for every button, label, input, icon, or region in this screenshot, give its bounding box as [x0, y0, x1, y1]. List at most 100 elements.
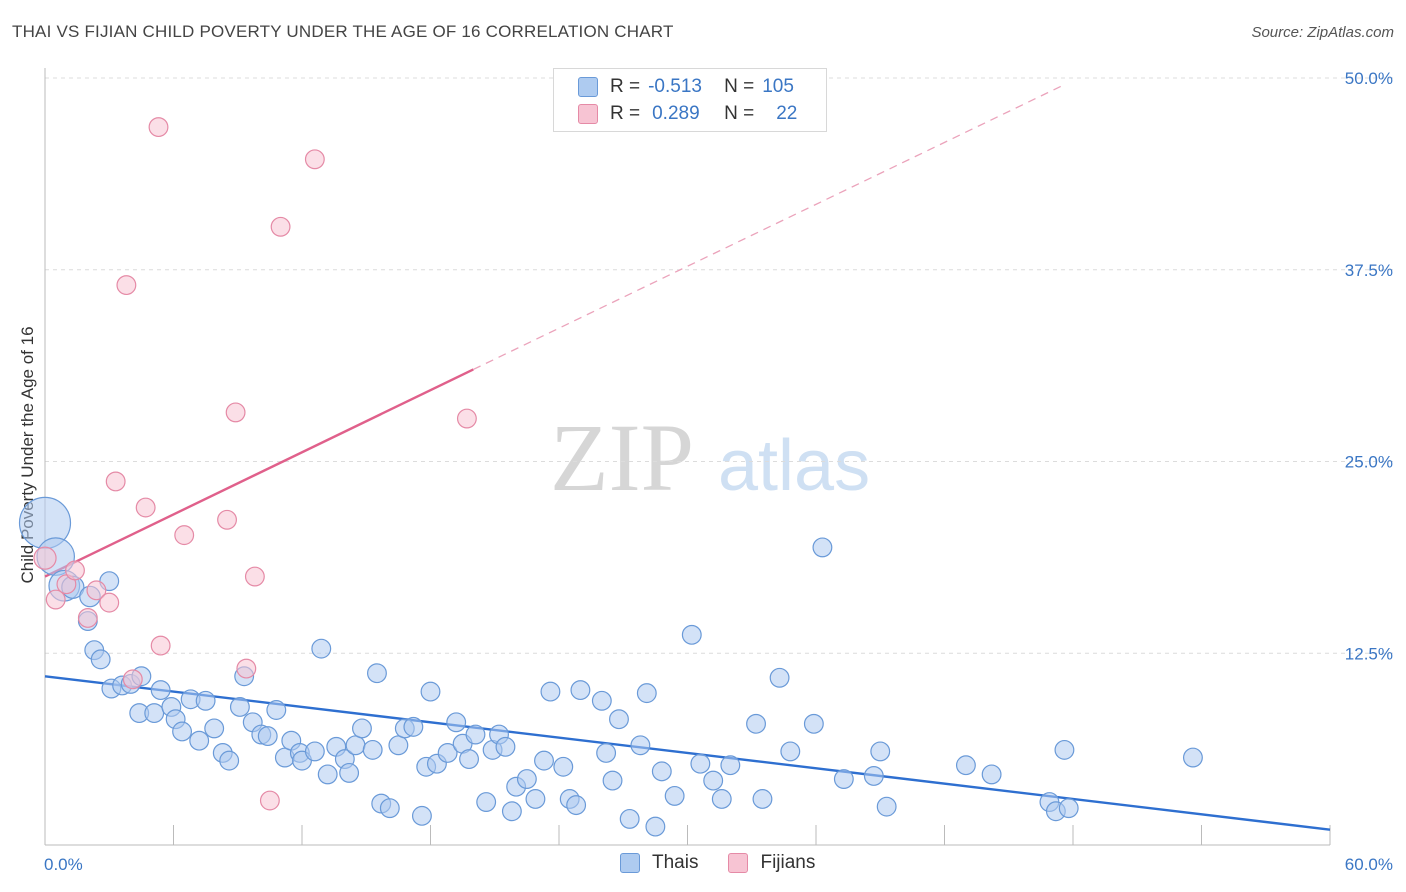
point-thais: [690, 753, 711, 774]
point-thais: [591, 690, 612, 711]
point-fijians: [304, 149, 325, 170]
point-fijians: [150, 635, 171, 656]
watermark-zip: ZIP: [550, 404, 694, 511]
point-thais: [317, 764, 338, 785]
y-tick-label: 25.0%: [1345, 453, 1393, 472]
point-thais: [803, 713, 824, 734]
point-thais: [1054, 739, 1075, 760]
series-legend: Thais Fijians: [620, 852, 845, 874]
point-fijians: [86, 580, 107, 601]
point-thais: [645, 816, 666, 837]
legend-n-label: N =: [724, 103, 755, 124]
point-thais: [379, 798, 400, 819]
point-fijians: [65, 560, 85, 581]
point-fijians: [456, 408, 477, 429]
y-tick-label: 12.5%: [1345, 644, 1393, 663]
watermark-atlas: atlas: [718, 426, 870, 506]
source-credit: Source: ZipAtlas.com: [1251, 24, 1394, 41]
point-thais: [596, 743, 617, 763]
axes: [44, 68, 1331, 846]
series-legend-fijians[interactable]: Fijians: [728, 852, 815, 874]
point-thais: [780, 741, 801, 762]
point-thais: [339, 762, 360, 783]
point-thais: [516, 769, 537, 789]
point-thais: [619, 808, 640, 829]
point-thais: [311, 638, 332, 659]
point-thais: [566, 795, 587, 816]
point-thais: [863, 766, 884, 786]
point-thais: [752, 789, 773, 809]
point-thais: [664, 785, 685, 806]
point-fijians: [225, 402, 246, 423]
point-thais: [630, 735, 651, 756]
series-swatch-fijians: [728, 853, 749, 873]
point-fijians: [217, 509, 237, 530]
point-thais: [525, 789, 546, 809]
point-thais: [651, 761, 672, 782]
point-fijians: [148, 117, 169, 138]
point-thais: [204, 718, 225, 739]
legend-r-value: -0.513: [648, 76, 702, 97]
x-tick-label: 60.0%: [1345, 855, 1393, 874]
trend-line-thais: [44, 675, 1331, 831]
point-thais: [403, 716, 424, 737]
legend-swatch-thais: [578, 77, 598, 97]
point-thais: [570, 680, 591, 701]
point-thais: [345, 735, 366, 756]
tick-labels: 12.5% 25.0% 37.5% 50.0% 0.0% 60.0%: [44, 69, 1393, 874]
point-thais: [388, 735, 409, 756]
point-thais: [90, 649, 111, 670]
point-fijians: [122, 669, 143, 690]
legend-r-label: R =: [610, 103, 641, 124]
watermark: ZIP atlas: [550, 404, 870, 511]
trend-line-fijians-extension: [473, 85, 1063, 371]
point-thais: [703, 770, 724, 791]
point-thais: [476, 792, 497, 812]
legend-n-label: N =: [724, 76, 755, 97]
point-thais: [609, 709, 629, 730]
legend-n-value: 22: [776, 103, 798, 124]
point-thais: [1058, 798, 1079, 819]
point-fijians: [116, 275, 137, 296]
point-fijians: [244, 566, 265, 587]
point-thais: [172, 721, 193, 742]
point-fijians: [270, 216, 291, 237]
series-legend-thais[interactable]: Thais: [620, 852, 698, 874]
point-thais: [411, 805, 432, 826]
series-label-fijians: Fijians: [760, 852, 816, 873]
legend-n-value: 105: [762, 76, 794, 97]
series-swatch-thais: [620, 853, 640, 873]
point-thais: [150, 680, 171, 701]
legend-r-label: R =: [610, 76, 641, 97]
correlation-legend: R = -0.513 N = 105 R = 0.289 N = 22: [553, 68, 827, 132]
point-thais: [266, 700, 287, 720]
point-thais: [769, 667, 790, 688]
point-thais: [955, 755, 976, 776]
point-thais: [602, 770, 623, 791]
point-thais: [465, 724, 486, 745]
point-thais: [352, 718, 372, 739]
chart-title: THAI VS FIJIAN CHILD POVERTY UNDER THE A…: [12, 22, 674, 41]
point-thais: [219, 750, 240, 771]
y-tick-label: 37.5%: [1345, 261, 1393, 280]
point-fijians: [77, 608, 98, 628]
point-thais: [540, 681, 561, 702]
legend-row-thais: R = -0.513 N = 105: [578, 75, 794, 99]
point-fijians: [259, 790, 280, 811]
point-thais: [876, 796, 897, 817]
trend-lines: [44, 85, 1331, 831]
point-thais: [636, 683, 657, 704]
data-points: [18, 117, 1203, 837]
point-thais: [681, 624, 702, 645]
point-thais: [459, 749, 479, 770]
point-fijians: [99, 592, 120, 613]
point-fijians: [135, 497, 156, 518]
point-fijians: [174, 525, 195, 546]
point-thais: [870, 741, 891, 762]
point-thais: [195, 690, 216, 711]
point-thais: [304, 741, 325, 762]
y-tick-label: 50.0%: [1345, 69, 1393, 88]
x-tick-label: 0.0%: [44, 855, 83, 874]
legend-swatch-fijians: [578, 104, 598, 124]
